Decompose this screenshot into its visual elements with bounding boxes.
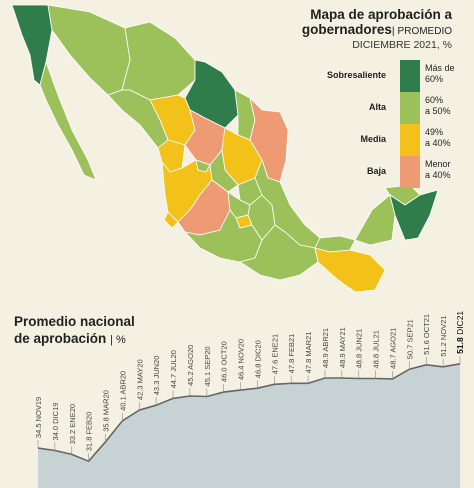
legend-item-media: Media 49% a 40% [330,124,470,156]
title-separator: | [391,25,398,37]
state-campeche[interactable] [354,194,396,246]
data-label: 35.8 MAR20 [102,390,111,432]
map-states [11,4,439,293]
data-label: 31.8 FEB20 [85,412,94,452]
map-title: Mapa de aprobación a gobernadores| PROME… [302,7,452,39]
data-label: 46.8 DIC20 [253,340,262,378]
legend-item-baja: Baja Menor a 40% [330,156,470,188]
data-label: 45.1 SEP20 [203,346,212,386]
data-label: 40.1 ABR20 [118,371,127,411]
data-label: 51.6 OCT21 [422,314,431,355]
data-label: 46.0 OCT20 [220,341,229,382]
state-chiapas[interactable] [314,247,386,293]
legend-swatch [400,60,420,92]
data-label: 33.2 ENE20 [68,404,77,444]
legend-label: Media [360,134,386,144]
legend-range-line2: a 40% [425,138,451,148]
data-label: 48.9 ABR21 [321,328,330,368]
data-label: 47.8 MAR21 [304,332,313,374]
map-title-line2: gobernadores| PROMEDIO [302,22,452,39]
map-subtitle: DICIEMBRE 2021, % [352,38,452,52]
data-label: 42.3 MAY20 [135,359,144,400]
state-chihuahua[interactable] [121,21,196,101]
legend-swatch [400,92,420,124]
data-label: 34.0 DIC19 [51,403,60,441]
legend-swatch [400,124,420,156]
mexico-approval-map [11,4,439,293]
data-label: 34.5 NOV19 [34,397,43,438]
state-colima[interactable] [163,211,179,229]
legend-range-line2: 60% [425,74,444,84]
legend-range-line1: Menor [425,159,451,169]
legend-label: Baja [366,166,386,176]
legend-range-line1: 49% [425,127,444,137]
state-aguascalientes[interactable] [195,159,211,173]
state-nayarit[interactable] [157,139,186,173]
state-sonora[interactable] [47,4,131,96]
legend-range: 60% a 50% [425,95,465,117]
data-label: 51.8 DIC21 [455,311,465,354]
chart-line [37,363,461,463]
legend-range: Más de 60% [425,63,465,85]
map-subtitle-line1: PROMEDIO [397,26,452,37]
data-label: 48.7 AGO21 [388,328,397,369]
data-label: 46.4 NOV20 [237,339,246,380]
legend-label: Alta [368,102,386,112]
national-unit: % [115,334,126,346]
national-title-line2-row: de aprobación | % [14,330,135,349]
legend-range-line1: Más de [425,63,455,73]
national-unit-separator: | [110,334,116,346]
data-label: 51.2 NOV21 [439,315,448,356]
national-title-line2: de aprobación [14,331,107,346]
map-title-line2-text: gobernadores [301,22,392,37]
data-label: 47.8 FEB21 [287,334,296,374]
data-label: 45.2 AGO20 [186,345,195,386]
legend-range: 49% a 40% [425,127,465,149]
legend-item-alta: Alta 60% a 50% [330,92,470,124]
map-subtitle-line2: DICIEMBRE 2021, % [352,39,452,51]
national-approval-chart: 34.5 NOV19 34.0 DIC19 33.2 ENE20 31.8 FEB20… [34,311,465,488]
legend-label: Sobresaliente [326,70,386,80]
national-title-line1: Promedio nacional [14,314,135,329]
data-label: 48.8 JUL21 [372,330,381,368]
legend-item-sobresaliente: Sobresaliente Más de 60% [326,60,470,92]
state-baja-california-sur[interactable] [39,61,97,181]
legend-range-line2: a 40% [425,170,451,180]
legend-swatch [400,156,420,188]
data-label: 48.8 JUN21 [355,329,364,369]
data-label: 50.7 SEP21 [405,319,414,359]
data-label: 44.7 JUL20 [169,350,178,388]
map-title-line1: Mapa de aprobación a [310,7,452,22]
legend-range-line1: 60% [425,95,444,105]
data-label: 43.3 JUN20 [152,356,161,396]
state-oaxaca[interactable] [239,224,319,281]
state-quintana-roo[interactable] [389,189,439,241]
legend-range-line2: a 50% [425,106,451,116]
legend-range: Menor a 40% [425,159,465,181]
national-title: Promedio nacional de aprobación | % [14,313,135,349]
data-label: 47.6 ENE21 [270,334,279,374]
data-label: 48.9 MAY21 [338,327,347,368]
chart-area [38,363,460,488]
